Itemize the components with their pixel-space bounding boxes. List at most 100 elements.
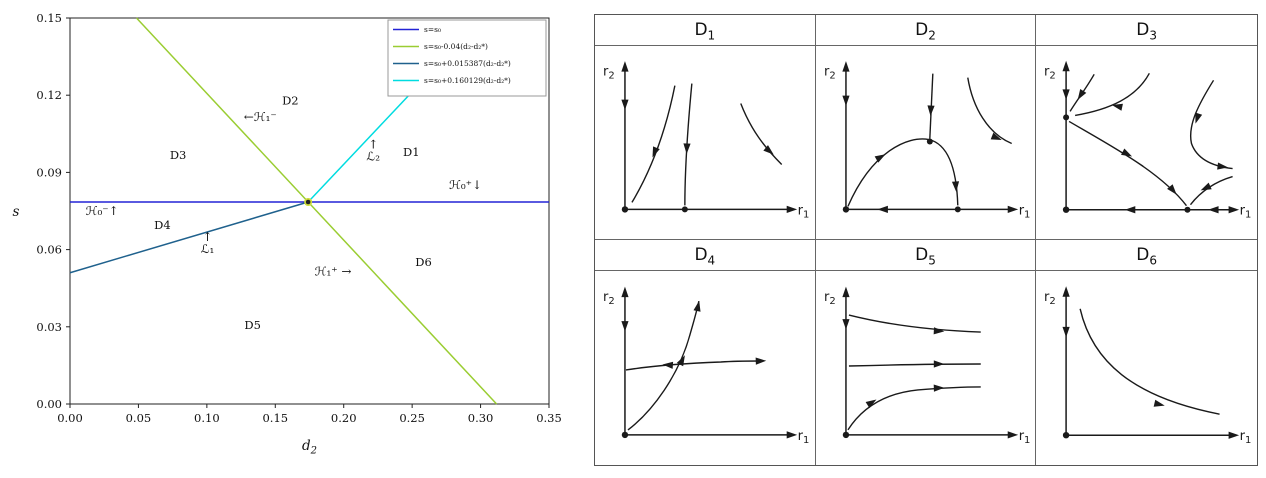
svg-text:0.12: 0.12 xyxy=(36,88,62,102)
svg-text:D4: D4 xyxy=(154,218,171,232)
svg-text:0.30: 0.30 xyxy=(468,411,494,425)
svg-text:D2: D2 xyxy=(282,93,299,107)
panel-label-sub: 4 xyxy=(707,253,716,268)
svg-text:d2: d2 xyxy=(302,438,317,457)
panel-label: D xyxy=(694,20,708,40)
panel-d1: D1 r2 r1 xyxy=(595,15,816,240)
axes xyxy=(621,286,798,439)
panel-label: D xyxy=(1136,20,1150,40)
panel-d3-title: D3 xyxy=(1036,15,1257,46)
y-axis-label: r2 xyxy=(824,290,836,307)
panel-label-sub: 3 xyxy=(1149,28,1158,43)
legend: s=s₀ s=s₀-0.04(d₂-d₂*) s=s₀+0.015387(d₂-d₂… xyxy=(387,19,547,97)
axes xyxy=(621,61,798,213)
svg-text:ℒ₂: ℒ₂ xyxy=(367,150,381,164)
svg-text:D6: D6 xyxy=(415,255,432,269)
panel-d1-title: D1 xyxy=(595,15,815,46)
y-axis-label: r2 xyxy=(1044,290,1056,307)
equilibrium-dot xyxy=(1063,114,1070,121)
svg-text:↑: ↑ xyxy=(203,230,213,244)
y-axis-label: r2 xyxy=(603,65,615,82)
svg-text:ℒ₁: ℒ₁ xyxy=(201,242,214,256)
phase-portrait-d1-canvas: r2 r1 xyxy=(603,61,810,220)
origin-equilibrium-dot xyxy=(842,431,849,439)
svg-text:0.35: 0.35 xyxy=(536,411,562,425)
panel-label: D xyxy=(694,245,708,265)
axes xyxy=(1062,286,1240,439)
panel-d6-title: D6 xyxy=(1036,240,1257,271)
svg-text:s: s xyxy=(13,204,20,220)
svg-text:s=s₀: s=s₀ xyxy=(424,25,441,34)
svg-text:s=s₀+0.160129(d₂-d₂*): s=s₀+0.160129(d₂-d₂*) xyxy=(424,76,511,85)
panel-d5-body: r2 r1 xyxy=(816,271,1036,465)
svg-text:0.20: 0.20 xyxy=(331,411,357,425)
panel-d1-body: r2 r1 xyxy=(595,46,815,239)
equilibrium-dot xyxy=(681,206,688,213)
svg-text:0.09: 0.09 xyxy=(36,165,62,179)
panel-label-sub: 1 xyxy=(707,28,716,43)
y-axis: 0.00 0.03 0.06 0.09 0.12 0.15 s xyxy=(13,11,70,411)
x-axis-label: r1 xyxy=(798,203,810,220)
panel-d4: D4 r2 r1 xyxy=(595,240,816,465)
bifurcation-diagram: 0.00 0.05 0.10 0.15 0.20 0.25 0.30 0.35 d2 0.00 0.… xyxy=(0,0,578,478)
panel-label-sub: 2 xyxy=(928,28,936,43)
x-axis-label: r1 xyxy=(1018,429,1030,446)
origin-equilibrium-dot xyxy=(621,206,629,213)
origin-equilibrium-dot xyxy=(1063,431,1070,439)
svg-text:←ℋ₁⁻: ←ℋ₁⁻ xyxy=(244,110,277,124)
panel-d5: D5 r2 r1 xyxy=(815,240,1037,465)
panel-d3: D3 r2 r1 xyxy=(1036,15,1257,240)
trajectories xyxy=(625,300,767,431)
origin-equilibrium-dot xyxy=(842,206,849,213)
svg-text:0.03: 0.03 xyxy=(36,320,62,334)
origin-equilibrium-dot xyxy=(1063,206,1070,213)
svg-text:0.15: 0.15 xyxy=(262,411,288,425)
svg-text:D1: D1 xyxy=(403,145,420,159)
svg-text:0.05: 0.05 xyxy=(126,411,152,425)
svg-text:ℋ₁⁺ →: ℋ₁⁺ → xyxy=(315,264,352,278)
phase-portrait-d3-canvas: r2 r1 xyxy=(1044,60,1252,221)
y-axis-label: r2 xyxy=(603,290,615,307)
equilibrium-dot xyxy=(1184,206,1191,213)
svg-text:0.10: 0.10 xyxy=(194,411,220,425)
svg-text:ℋ₀⁻↑: ℋ₀⁻↑ xyxy=(86,204,119,218)
svg-text:D5: D5 xyxy=(244,318,261,332)
phase-portrait-d2-canvas: r2 r1 xyxy=(824,61,1030,220)
panel-label: D xyxy=(915,245,929,265)
panel-d3-body: r2 r1 xyxy=(1036,46,1257,239)
panel-d2-title: D2 xyxy=(815,15,1036,46)
equilibrium-dot xyxy=(926,138,933,145)
svg-text:0.00: 0.00 xyxy=(57,411,83,425)
origin-equilibrium-dot xyxy=(621,431,629,439)
x-axis-label: r1 xyxy=(798,429,810,446)
panel-d6-body: r2 r1 xyxy=(1036,271,1257,465)
y-axis-label: r2 xyxy=(1044,64,1056,81)
svg-text:s=s₀+0.015387(d₂-d₂*): s=s₀+0.015387(d₂-d₂*) xyxy=(424,59,511,68)
phase-portrait-d4-canvas: r2 r1 xyxy=(603,286,810,446)
svg-text:0.00: 0.00 xyxy=(36,397,62,411)
svg-text:0.25: 0.25 xyxy=(399,411,425,425)
panel-d4-title: D4 xyxy=(595,240,815,271)
axes xyxy=(842,286,1018,439)
svg-text:0.15: 0.15 xyxy=(36,11,62,25)
equilibrium-dot xyxy=(954,206,961,213)
phase-portrait-grid: D1 r2 r1 D2 r2 r1 D3 r2 r1 D4 r2 r1 D5 r2 r1 … xyxy=(594,14,1258,466)
trajectories xyxy=(1069,72,1234,207)
panel-d4-body: r2 r1 xyxy=(595,271,815,465)
x-axis-label: r1 xyxy=(1240,429,1252,446)
svg-text:s=s₀-0.04(d₂-d₂*): s=s₀-0.04(d₂-d₂*) xyxy=(424,42,488,51)
panel-label-sub: 6 xyxy=(1149,253,1158,268)
intersection-point xyxy=(304,197,313,206)
panel-d2: D2 r2 r1 xyxy=(815,15,1037,240)
plot-frame xyxy=(69,17,550,405)
region-labels: D2 D3 D1 D4 D5 D6 xyxy=(154,93,432,332)
svg-text:0.06: 0.06 xyxy=(36,243,62,257)
x-axis-label: r1 xyxy=(1240,204,1252,221)
panel-label: D xyxy=(915,20,929,40)
svg-text:↑: ↑ xyxy=(368,138,378,152)
panel-d5-title: D5 xyxy=(815,240,1036,271)
svg-text:ℋ₀⁺↓: ℋ₀⁺↓ xyxy=(449,178,482,192)
panel-label-sub: 5 xyxy=(928,253,936,268)
panel-d2-body: r2 r1 xyxy=(816,46,1036,239)
axes xyxy=(842,61,1018,213)
